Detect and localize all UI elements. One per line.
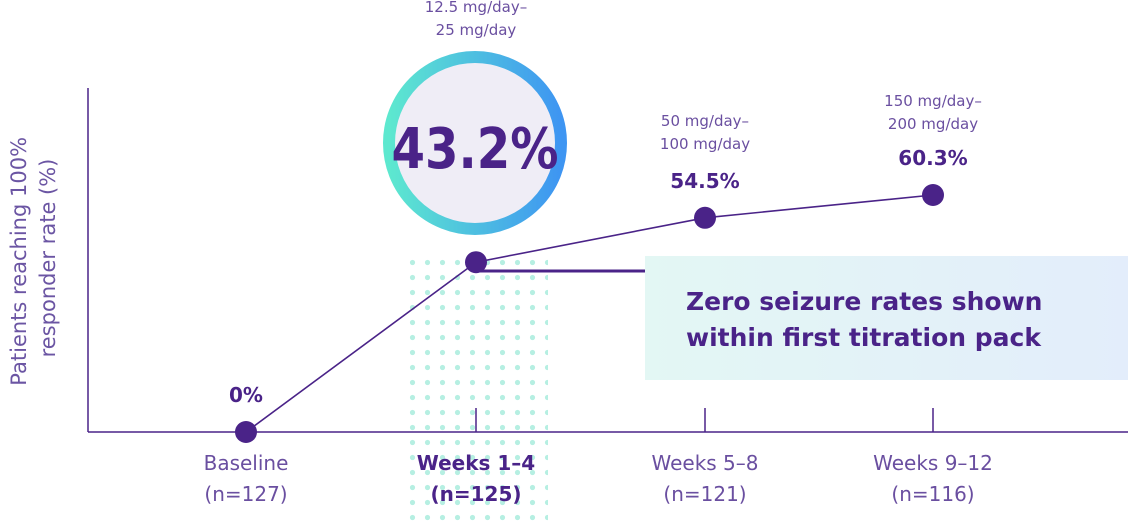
highlight-ring: 43.2% (383, 51, 567, 235)
data-points (235, 184, 944, 443)
data-point (235, 421, 257, 443)
dose-label: 12.5 mg/day– (425, 0, 527, 16)
highlight-ring-outline (383, 51, 567, 235)
highlight-value: 43.2% (391, 118, 558, 182)
dose-label: 100 mg/day (660, 135, 750, 153)
x-ticks (475, 408, 934, 432)
x-tick-label: (n=127) (204, 482, 287, 506)
callout: Zero seizure rates shown within first ti… (476, 256, 1128, 380)
data-value-label: 54.5% (670, 169, 739, 193)
callout-text-line-2: within first titration pack (686, 323, 1042, 352)
dose-labels: 12.5 mg/day– 25 mg/day 50 mg/day– 100 mg/da… (425, 0, 982, 153)
data-value-labels: 0% 54.5% 60.3% (229, 146, 968, 407)
highlight-ring-fill (389, 57, 561, 229)
data-value-label: 60.3% (898, 146, 967, 170)
x-tick-label: Weeks 5–8 (651, 451, 758, 475)
y-axis-title: Patients reaching 100% responder rate (%… (7, 130, 60, 385)
series-line (245, 194, 934, 433)
y-axis-title-line-1: Patients reaching 100% (7, 137, 31, 386)
dose-label: 150 mg/day– (884, 92, 982, 110)
data-point (465, 251, 487, 274)
data-point (922, 184, 944, 206)
x-tick-labels: Baseline (n=127) Weeks 1–4 (n=125) Weeks 5–8… (204, 451, 993, 506)
y-axis-title-line-2: responder rate (%) (36, 159, 60, 358)
data-point (694, 206, 716, 229)
dose-label: 200 mg/day (888, 115, 978, 133)
x-tick-label: (n=121) (663, 482, 746, 506)
callout-box (645, 256, 1128, 380)
x-tick-label: Weeks 1–4 (417, 451, 535, 475)
x-tick-label: (n=116) (891, 482, 974, 506)
data-value-label: 0% (229, 383, 263, 407)
dose-label: 50 mg/day– (661, 112, 749, 130)
callout-text-line-1: Zero seizure rates shown (686, 287, 1042, 316)
x-tick-label: (n=125) (430, 482, 521, 506)
x-tick-label: Weeks 9–12 (873, 451, 993, 475)
highlight-dot-column (404, 258, 548, 526)
x-tick-label: Baseline (204, 451, 289, 475)
dose-label: 25 mg/day (436, 21, 517, 39)
